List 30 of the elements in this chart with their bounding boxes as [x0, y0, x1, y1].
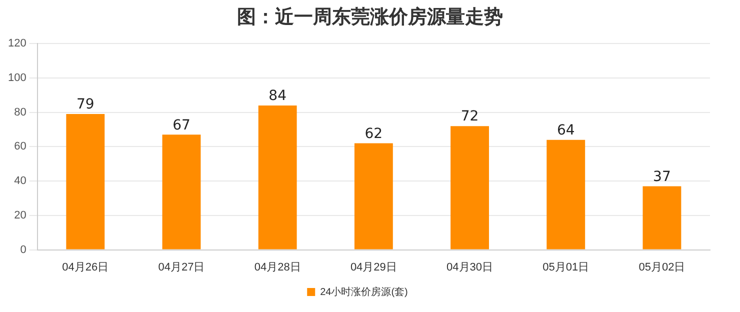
x-tick-label: 04月30日: [446, 261, 494, 274]
y-tick-label: 100: [8, 72, 26, 84]
x-tick-label: 05月01日: [542, 261, 590, 274]
legend-label: 24小时涨价房源(套): [320, 286, 408, 298]
bar: [642, 186, 682, 250]
x-tick-label: 04月28日: [254, 261, 301, 274]
data-label: 84: [268, 88, 287, 104]
x-tick-label: 04月27日: [158, 261, 205, 274]
bar: [258, 105, 297, 250]
data-label: 37: [653, 168, 671, 185]
bar: [66, 114, 105, 250]
data-label: 79: [76, 96, 94, 113]
y-tick-label: 80: [14, 106, 26, 118]
y-tick-label: 60: [14, 140, 26, 153]
chart-title: 图：近一周东莞涨价房源量走势: [236, 5, 504, 30]
x-tick-label: 05月02日: [638, 261, 686, 274]
bar: [354, 143, 393, 250]
x-tick-label: 04月29日: [350, 261, 397, 274]
y-tick-label: 40: [14, 175, 26, 188]
data-label: 72: [460, 108, 479, 125]
y-tick-label: 0: [20, 244, 26, 256]
y-tick-label: 120: [8, 38, 26, 50]
data-label: 64: [556, 122, 575, 138]
bar: [162, 134, 201, 250]
data-label: 67: [172, 117, 190, 134]
y-tick-label: 20: [14, 209, 26, 222]
x-tick-label: 04月26日: [62, 261, 109, 274]
bar: [450, 126, 489, 250]
bar: [546, 140, 586, 250]
data-label: 62: [364, 126, 383, 142]
